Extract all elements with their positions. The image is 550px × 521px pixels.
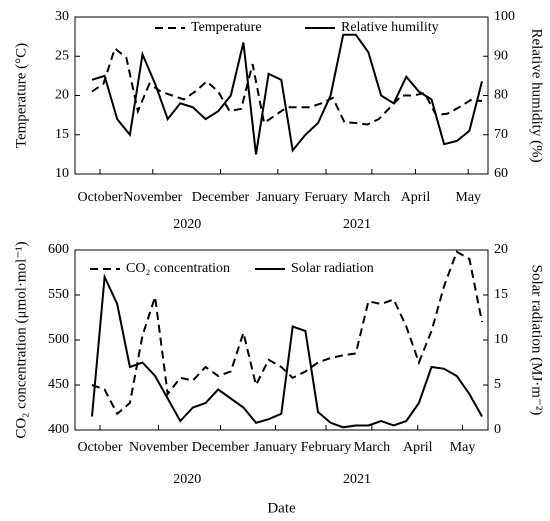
- y2-tick-label: 0: [494, 422, 501, 437]
- x-tick-label: October: [77, 190, 122, 205]
- year-label: 2020: [173, 217, 201, 232]
- legend-label: Relative humility: [341, 20, 439, 35]
- y-tick-label: 30: [55, 9, 69, 24]
- y2-tick-label: 10: [494, 332, 508, 347]
- y2-tick-label: 15: [494, 287, 508, 302]
- x-tick-label: November: [129, 440, 188, 455]
- y-tick-label: 15: [55, 127, 69, 142]
- x-tick-label: March: [354, 190, 391, 205]
- y2-tick-label: 80: [494, 88, 508, 103]
- legend-label: Solar radiation: [291, 261, 374, 276]
- x-tick-label: December: [192, 190, 250, 205]
- x-tick-label: May: [455, 190, 481, 205]
- y2-axis-label: Relative humidity (%): [529, 28, 545, 162]
- x-tick-label: November: [123, 190, 182, 205]
- legend-label: CO₂ concentration: [126, 261, 230, 276]
- y2-tick-label: 70: [494, 127, 508, 142]
- y-tick-label: 20: [55, 88, 69, 103]
- y-axis-label: CO₂ concentration (μmol·mol⁻¹): [13, 241, 29, 438]
- y-tick-label: 600: [48, 242, 69, 257]
- series-line: [91, 250, 483, 416]
- series-line: [91, 33, 483, 155]
- y2-tick-label: 100: [494, 9, 515, 24]
- x-tick-label: January: [254, 440, 298, 455]
- x-tick-label: April: [401, 190, 431, 205]
- y-tick-label: 550: [48, 287, 69, 302]
- y-tick-label: 500: [48, 332, 69, 347]
- y2-tick-label: 20: [494, 242, 508, 257]
- y2-axis-label: Solar radiation (MJ·m⁻²): [529, 265, 545, 416]
- x-tick-label: October: [77, 440, 122, 455]
- year-label: 2020: [173, 472, 201, 487]
- year-label: 2021: [343, 217, 371, 232]
- x-tick-label: February: [301, 440, 352, 455]
- y-tick-label: 400: [48, 422, 69, 437]
- y-tick-label: 25: [55, 48, 69, 63]
- legend-label: Temperature: [191, 20, 262, 35]
- y2-tick-label: 90: [494, 48, 508, 63]
- year-label: 2021: [343, 472, 371, 487]
- y-tick-label: 450: [48, 377, 69, 392]
- x-tick-label: May: [450, 440, 476, 455]
- y2-tick-label: 60: [494, 166, 508, 181]
- y2-tick-label: 5: [494, 377, 501, 392]
- plot-frame: [74, 249, 489, 431]
- x-tick-label: January: [256, 190, 300, 205]
- x-tick-label: Feruary: [304, 190, 348, 205]
- y-axis-label: Temperature (°C): [13, 43, 29, 148]
- x-tick-label: April: [403, 440, 433, 455]
- x-tick-label: December: [192, 440, 250, 455]
- x-tick-label: March: [354, 440, 391, 455]
- y-tick-label: 10: [55, 166, 69, 181]
- series-line: [91, 273, 483, 429]
- x-axis-label: Date: [267, 500, 296, 516]
